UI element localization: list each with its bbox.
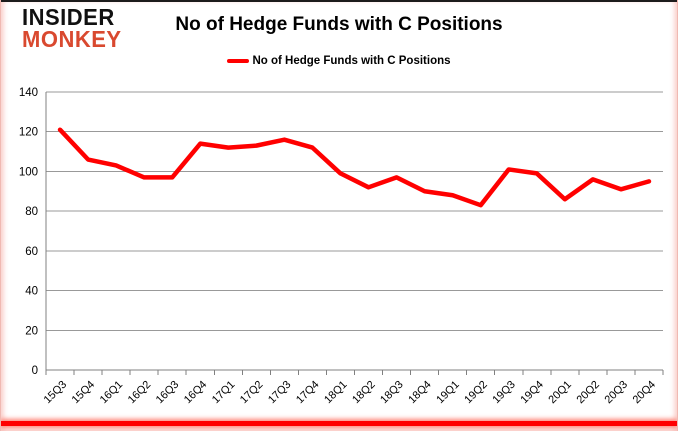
x-tick-label: 19Q3 [490, 379, 518, 407]
x-tick-label: 16Q4 [182, 379, 210, 407]
y-tick-label: 20 [25, 325, 38, 337]
x-tick-label: 17Q4 [294, 379, 322, 407]
x-tick-label: 15Q3 [42, 379, 70, 407]
logo-monkey-text: MONKEY [22, 25, 122, 53]
x-tick-label: 18Q3 [378, 379, 406, 407]
logo-insider-text: INSIDER [22, 3, 115, 31]
x-tick-label: 16Q3 [154, 379, 182, 407]
x-tick-label: 19Q4 [518, 379, 546, 407]
x-tick-label: 16Q2 [126, 379, 154, 407]
x-tick-label: 17Q2 [238, 379, 266, 407]
x-tick-label: 16Q1 [98, 379, 126, 407]
y-tick-label: 80 [25, 206, 38, 218]
window-top-edge [1, 0, 677, 2]
x-tick-label: 20Q3 [603, 379, 631, 407]
x-tick-label: 20Q2 [574, 379, 602, 407]
line-chart: 0 20 40 60 80 100 120 140 15Q3 15Q4 16Q1 16Q2 16Q3 16… [19, 87, 664, 407]
chart-legend: No of Hedge Funds with C Positions [1, 55, 677, 67]
x-tick-label: 20Q1 [546, 379, 574, 407]
y-tick-label: 60 [25, 246, 38, 258]
legend-label: No of Hedge Funds with C Positions [252, 55, 451, 67]
x-tick-label: 20Q4 [631, 379, 659, 407]
x-tick-label: 17Q1 [210, 379, 238, 407]
y-tick-label: 140 [19, 87, 38, 99]
x-tick-label: 17Q3 [266, 379, 294, 407]
data-series-line [57, 127, 652, 208]
x-tick-label: 18Q4 [406, 379, 434, 407]
x-tick-label: 18Q1 [322, 379, 350, 407]
x-tick-label: 19Q2 [462, 379, 490, 407]
y-tick-label: 0 [32, 365, 38, 377]
insider-monkey-logo: INSIDER MONKEY [22, 3, 122, 53]
y-tick-label: 40 [25, 286, 38, 298]
bottom-red-divider [1, 421, 677, 426]
x-tick-label: 15Q4 [70, 379, 98, 407]
y-tick-label: 100 [19, 166, 38, 178]
y-tick-label: 120 [19, 127, 38, 139]
legend-line-icon [227, 59, 250, 63]
chart-title: No of Hedge Funds with C Positions [175, 14, 503, 35]
x-tick-label: 18Q2 [350, 379, 378, 407]
x-tick-label: 19Q1 [434, 379, 462, 407]
chart-area: 0 20 40 60 80 100 120 140 15Q3 15Q4 16Q1 16Q2 16Q3 16… [1, 80, 677, 425]
